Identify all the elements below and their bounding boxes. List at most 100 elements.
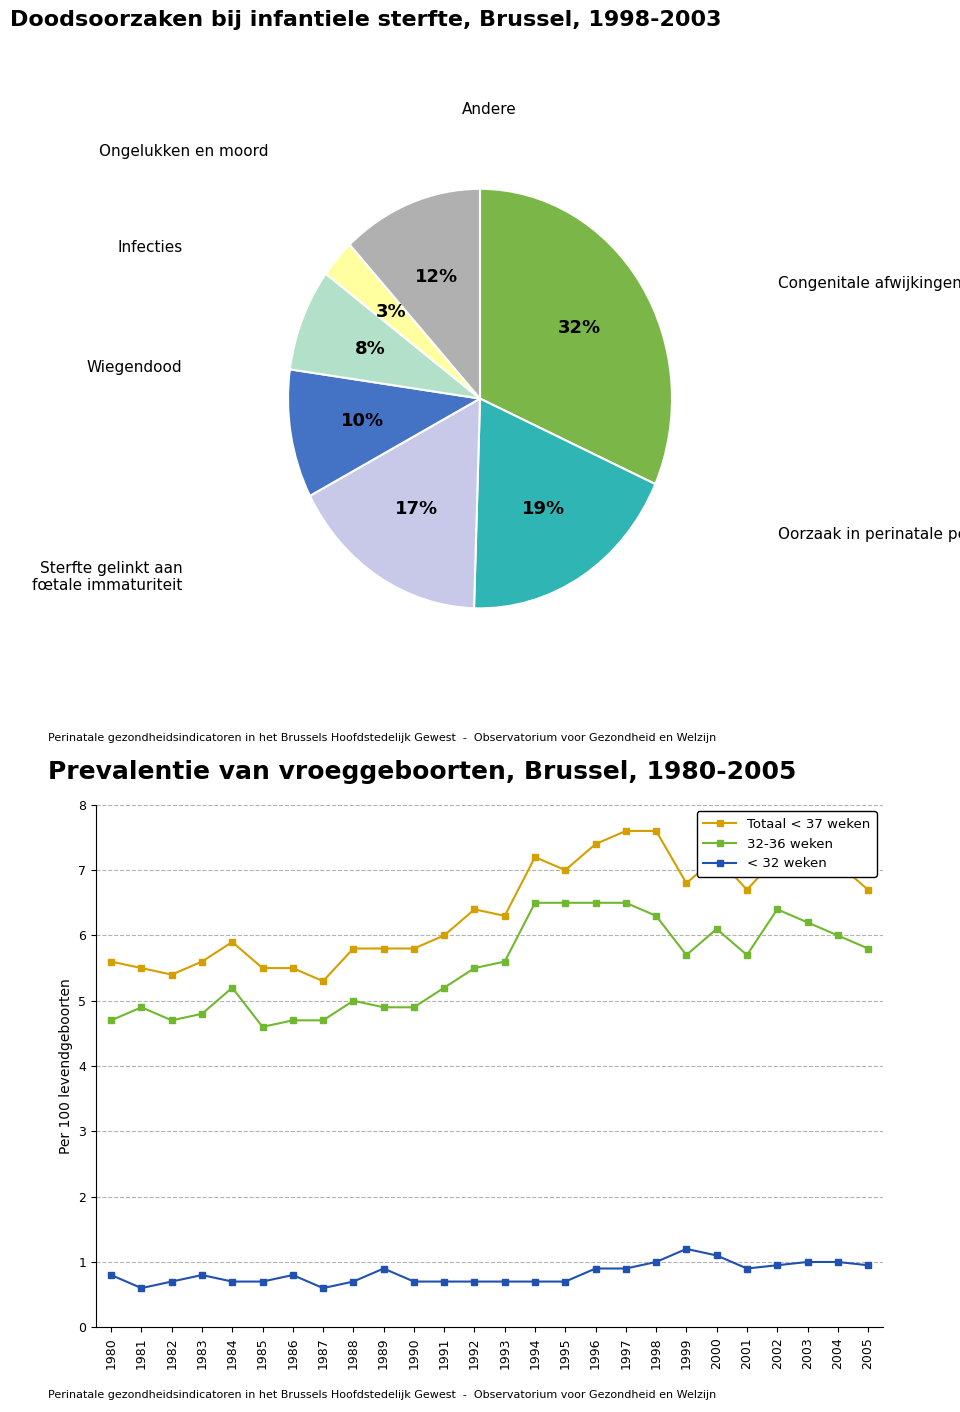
Text: Sterfte gelinkt aan
fœtale immaturiteit: Sterfte gelinkt aan fœtale immaturiteit bbox=[32, 561, 182, 593]
< 32 weken bbox=[318, 1279, 329, 1296]
Totaal < 37 weken bbox=[772, 849, 783, 866]
Totaal < 37 weken bbox=[650, 822, 661, 839]
< 32 weken bbox=[227, 1274, 238, 1291]
< 32 weken bbox=[408, 1274, 420, 1291]
Wedge shape bbox=[310, 398, 480, 609]
< 32 weken bbox=[650, 1254, 661, 1271]
Text: 3%: 3% bbox=[376, 302, 407, 321]
Wedge shape bbox=[325, 244, 480, 398]
32-36 weken bbox=[529, 894, 540, 911]
Text: Perinatale gezondheidsindicatoren in het Brussels Hoofdstedelijk Gewest  -  Obse: Perinatale gezondheidsindicatoren in het… bbox=[48, 1389, 716, 1399]
Totaal < 37 weken bbox=[378, 940, 390, 957]
Text: Prevalentie van vroeggeboorten, Brussel, 1980-2005: Prevalentie van vroeggeboorten, Brussel,… bbox=[48, 760, 797, 784]
32-36 weken bbox=[408, 998, 420, 1015]
Text: Perinatale gezondheidsindicatoren in het Brussels Hoofdstedelijk Gewest  -  Obse: Perinatale gezondheidsindicatoren in het… bbox=[48, 733, 716, 743]
< 32 weken bbox=[499, 1274, 511, 1291]
Wedge shape bbox=[349, 189, 480, 398]
< 32 weken bbox=[439, 1274, 450, 1291]
< 32 weken bbox=[741, 1260, 753, 1276]
< 32 weken bbox=[106, 1267, 117, 1284]
Totaal < 37 weken bbox=[166, 966, 178, 983]
Line: < 32 weken: < 32 weken bbox=[108, 1245, 871, 1291]
Totaal < 37 weken bbox=[196, 953, 207, 970]
Legend: Totaal < 37 weken, 32-36 weken, < 32 weken: Totaal < 37 weken, 32-36 weken, < 32 wek… bbox=[697, 812, 876, 877]
Text: 32%: 32% bbox=[559, 319, 601, 337]
< 32 weken bbox=[862, 1257, 874, 1274]
Totaal < 37 weken bbox=[741, 881, 753, 898]
32-36 weken bbox=[348, 993, 359, 1010]
< 32 weken bbox=[135, 1279, 147, 1296]
< 32 weken bbox=[166, 1274, 178, 1291]
Totaal < 37 weken bbox=[529, 849, 540, 866]
Totaal < 37 weken bbox=[318, 973, 329, 990]
32-36 weken bbox=[227, 980, 238, 997]
Totaal < 37 weken bbox=[256, 960, 268, 977]
32-36 weken bbox=[106, 1012, 117, 1029]
Line: 32-36 weken: 32-36 weken bbox=[108, 899, 871, 1029]
Totaal < 37 weken bbox=[106, 953, 117, 970]
< 32 weken bbox=[832, 1254, 844, 1271]
< 32 weken bbox=[256, 1274, 268, 1291]
32-36 weken bbox=[439, 980, 450, 997]
Text: 17%: 17% bbox=[396, 500, 439, 518]
32-36 weken bbox=[620, 894, 632, 911]
< 32 weken bbox=[196, 1267, 207, 1284]
32-36 weken bbox=[741, 946, 753, 963]
Text: Oorzaak in perinatale periode: Oorzaak in perinatale periode bbox=[778, 528, 960, 542]
32-36 weken bbox=[318, 1012, 329, 1029]
< 32 weken bbox=[378, 1260, 390, 1276]
Wedge shape bbox=[474, 398, 656, 609]
32-36 weken bbox=[711, 921, 723, 938]
< 32 weken bbox=[468, 1274, 480, 1291]
< 32 weken bbox=[529, 1274, 540, 1291]
< 32 weken bbox=[589, 1260, 601, 1276]
Text: Doodsoorzaken bij infantiele sterfte, Brussel, 1998-2003: Doodsoorzaken bij infantiele sterfte, Br… bbox=[10, 10, 721, 31]
32-36 weken bbox=[287, 1012, 299, 1029]
< 32 weken bbox=[681, 1241, 692, 1258]
< 32 weken bbox=[711, 1247, 723, 1264]
32-36 weken bbox=[135, 998, 147, 1015]
Totaal < 37 weken bbox=[135, 960, 147, 977]
Text: Andere: Andere bbox=[462, 102, 517, 117]
Totaal < 37 weken bbox=[620, 822, 632, 839]
32-36 weken bbox=[166, 1012, 178, 1029]
Totaal < 37 weken bbox=[408, 940, 420, 957]
32-36 weken bbox=[499, 953, 511, 970]
Totaal < 37 weken bbox=[287, 960, 299, 977]
Totaal < 37 weken bbox=[832, 856, 844, 873]
Totaal < 37 weken bbox=[348, 940, 359, 957]
Text: Congenitale afwijkingen: Congenitale afwijkingen bbox=[778, 275, 960, 291]
Y-axis label: Per 100 levendgeboorten: Per 100 levendgeboorten bbox=[59, 979, 73, 1154]
32-36 weken bbox=[468, 960, 480, 977]
Totaal < 37 weken bbox=[468, 901, 480, 918]
< 32 weken bbox=[772, 1257, 783, 1274]
Totaal < 37 weken bbox=[711, 849, 723, 866]
Text: 8%: 8% bbox=[354, 340, 385, 359]
Totaal < 37 weken bbox=[681, 874, 692, 892]
< 32 weken bbox=[348, 1274, 359, 1291]
32-36 weken bbox=[256, 1018, 268, 1035]
Totaal < 37 weken bbox=[589, 836, 601, 853]
32-36 weken bbox=[378, 998, 390, 1015]
32-36 weken bbox=[196, 1005, 207, 1022]
< 32 weken bbox=[620, 1260, 632, 1276]
Text: 19%: 19% bbox=[521, 500, 564, 518]
Wedge shape bbox=[480, 189, 672, 484]
Line: Totaal < 37 weken: Totaal < 37 weken bbox=[108, 827, 871, 984]
32-36 weken bbox=[802, 914, 813, 931]
Totaal < 37 weken bbox=[802, 849, 813, 866]
32-36 weken bbox=[589, 894, 601, 911]
32-36 weken bbox=[832, 928, 844, 945]
Totaal < 37 weken bbox=[560, 861, 571, 878]
32-36 weken bbox=[681, 946, 692, 963]
32-36 weken bbox=[560, 894, 571, 911]
< 32 weken bbox=[560, 1274, 571, 1291]
Wedge shape bbox=[288, 370, 480, 496]
< 32 weken bbox=[287, 1267, 299, 1284]
32-36 weken bbox=[862, 940, 874, 957]
Totaal < 37 weken bbox=[499, 908, 511, 925]
< 32 weken bbox=[802, 1254, 813, 1271]
Text: 10%: 10% bbox=[341, 412, 384, 429]
Text: 12%: 12% bbox=[415, 268, 458, 287]
Wedge shape bbox=[290, 274, 480, 398]
